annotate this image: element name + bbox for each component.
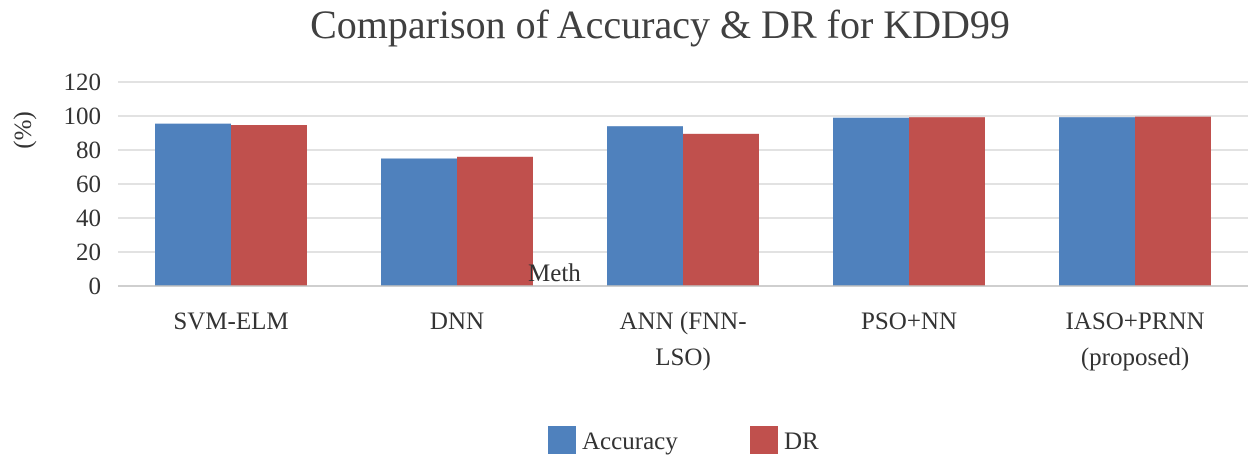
- bar-accuracy-1: [381, 158, 457, 286]
- y-tick-label: 20: [76, 239, 101, 266]
- y-axis-title: (%): [10, 111, 37, 148]
- bar-accuracy-0: [155, 123, 231, 287]
- bar-accuracy-2: [607, 126, 683, 286]
- legend-label-dr: DR: [784, 428, 819, 455]
- chart-title: Comparison of Accuracy & DR for KDD99: [310, 2, 1010, 47]
- x-category-label: ANN (FNN-: [619, 308, 746, 335]
- bar-accuracy-4: [1059, 117, 1135, 286]
- bar-accuracy-3: [833, 117, 909, 286]
- legend-swatch-accuracy: [548, 426, 576, 454]
- x-category-labels: SVM-ELM DNN ANN (FNN- LSO) PSO+NN IASO+PRNN (p…: [173, 308, 1204, 371]
- bars: [155, 116, 1211, 287]
- y-tick-label: 120: [64, 69, 102, 96]
- x-category-label: SVM-ELM: [173, 308, 288, 335]
- bar-dr-4: [1135, 116, 1211, 287]
- y-tick-label: 100: [64, 103, 102, 130]
- bar-dr-3: [909, 117, 985, 286]
- x-category-label: PSO+NN: [861, 308, 957, 335]
- x-category-label: DNN: [430, 308, 484, 335]
- legend: Accuracy DR: [548, 426, 819, 455]
- x-category-label: IASO+PRNN: [1065, 308, 1204, 335]
- legend-label-accuracy: Accuracy: [582, 428, 678, 455]
- legend-swatch-dr: [750, 426, 778, 454]
- bar-dr-1: [457, 156, 533, 286]
- y-tick-labels: 0 20 40 60 80 100 120: [64, 69, 102, 300]
- bar-dr-0: [231, 125, 307, 286]
- x-axis-title-fragment: Meth: [528, 260, 581, 287]
- y-tick-label: 80: [76, 137, 101, 164]
- x-category-label: LSO): [655, 344, 711, 371]
- y-tick-label: 40: [76, 205, 101, 232]
- x-category-label: (proposed): [1081, 344, 1189, 371]
- y-tick-label: 0: [89, 273, 102, 300]
- y-tick-label: 60: [76, 171, 101, 198]
- bar-dr-2: [683, 133, 759, 286]
